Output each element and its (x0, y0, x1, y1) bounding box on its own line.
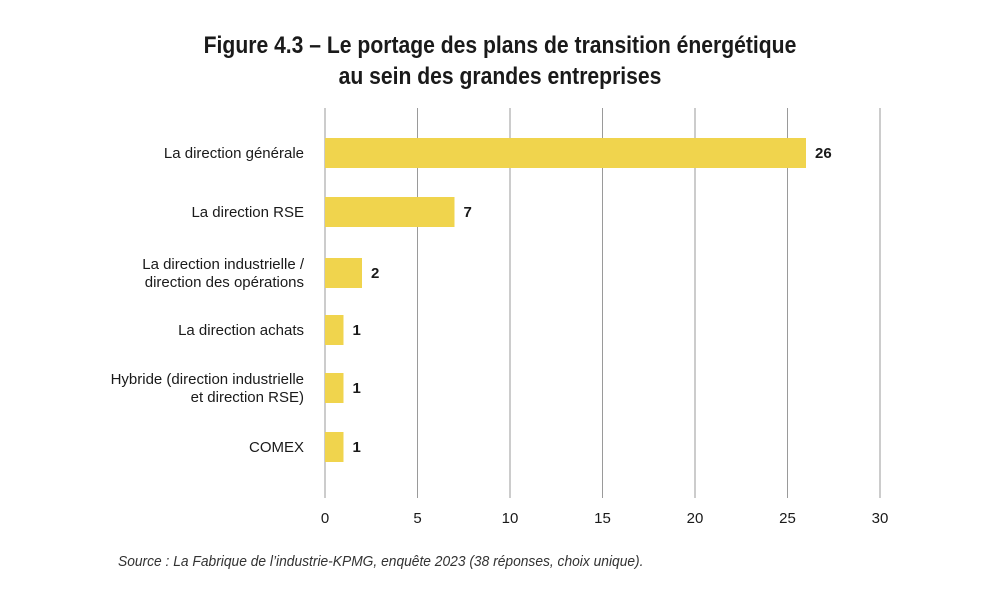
category-label: La direction industrielle / (142, 256, 305, 273)
bar (325, 197, 455, 227)
bar (325, 373, 344, 403)
x-tick-label: 10 (502, 510, 519, 527)
x-tick-label: 20 (687, 510, 704, 527)
bar-value-label: 2 (371, 265, 379, 282)
category-label: La direction générale (164, 145, 304, 162)
category-label: direction des opérations (145, 274, 304, 291)
bar-value-label: 1 (353, 439, 361, 456)
chart-title-line-2: au sein des grandes entreprises (338, 63, 662, 90)
chart-title: Figure 4.3 – Le portage des plans de tra… (60, 30, 940, 92)
x-tick-label: 15 (594, 510, 611, 527)
category-label: COMEX (249, 439, 304, 456)
bar-value-label: 7 (464, 204, 472, 221)
source-note: Source : La Fabrique de l’industrie-KPMG… (118, 553, 644, 570)
bar (325, 258, 362, 288)
chart-title-line-1: Figure 4.3 – Le portage des plans de tra… (203, 32, 797, 59)
category-label: Hybride (direction industrielle (111, 371, 304, 388)
bar (325, 138, 806, 168)
x-tick-label: 0 (321, 510, 329, 527)
bar-value-label: 26 (815, 145, 832, 162)
category-label: La direction achats (178, 322, 304, 339)
bar-value-label: 1 (353, 322, 361, 339)
category-label: La direction RSE (191, 204, 304, 221)
bar (325, 432, 344, 462)
x-tick-label: 25 (779, 510, 796, 527)
bar-value-label: 1 (353, 380, 361, 397)
x-tick-label: 30 (872, 510, 889, 527)
x-tick-label: 5 (413, 510, 421, 527)
category-label: et direction RSE) (191, 389, 304, 406)
bar (325, 315, 344, 345)
